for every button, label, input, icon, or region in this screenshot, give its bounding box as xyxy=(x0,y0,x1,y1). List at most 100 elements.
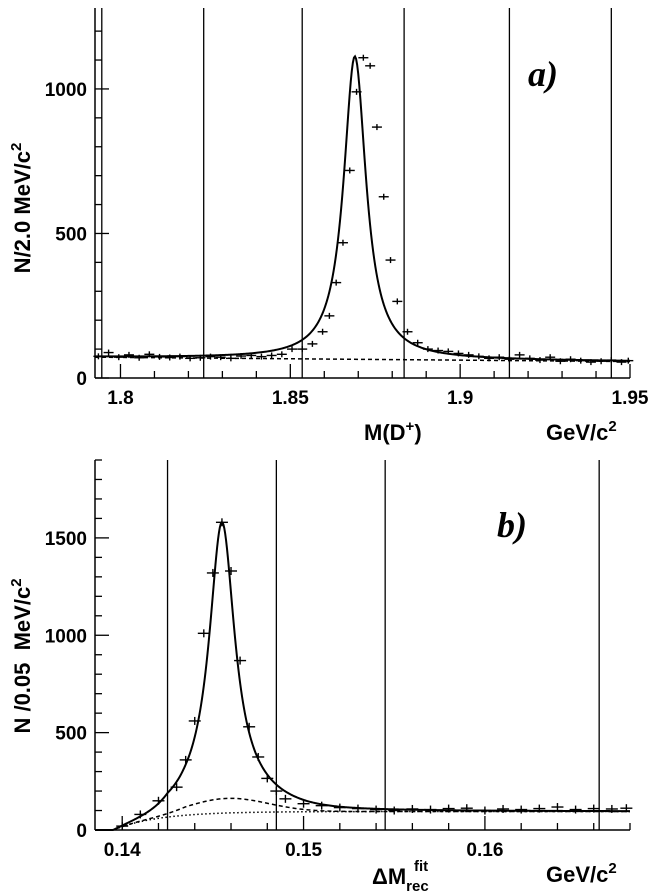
panel-a-data-point-39 xyxy=(453,350,464,357)
panel-b-data-point-31 xyxy=(569,805,582,814)
panel-a-data-point-12 xyxy=(215,354,226,361)
panel-a-data-point-2 xyxy=(113,354,124,361)
panel-a-data-point-30 xyxy=(371,124,382,131)
panel-b-data-point-21 xyxy=(388,806,401,815)
panel-a-data-point-52 xyxy=(585,359,596,366)
panel-b-x-axis-unit: GeV/c2 xyxy=(546,860,617,887)
panel-a-data-point-43 xyxy=(494,354,505,361)
panel-a-data-point-37 xyxy=(433,347,444,354)
panel-b-y-tick-label-1: 500 xyxy=(55,724,87,745)
panel-b-data-point-19 xyxy=(351,804,364,813)
panel-b-data-point-13 xyxy=(261,774,274,783)
panel-b-x-tick-label-0: 0.14 xyxy=(104,840,141,861)
panel-a-data-point-45 xyxy=(514,351,525,358)
panel-b-data-point-29 xyxy=(533,804,546,813)
panel-a-data-point-15 xyxy=(246,352,257,359)
panel-a-data-point-56 xyxy=(623,357,634,364)
panel-b-data-point-16 xyxy=(297,799,310,808)
panel-b-y-axis-title-sup: 2 xyxy=(8,578,25,586)
panel-b-data-point-1 xyxy=(134,810,147,819)
panel-a-data-point-47 xyxy=(534,357,545,364)
panel-b-x-axis-unit-sup: 2 xyxy=(608,860,616,877)
panel-a-data-point-35 xyxy=(412,339,423,346)
panel-b-x-axis-title-sup: fit xyxy=(414,858,428,875)
panel-b-total-fit-curve xyxy=(95,521,631,831)
panel-a-data-point-41 xyxy=(473,353,484,360)
panel-a-data-point-0 xyxy=(93,353,104,360)
panel-a-y-axis-title-text: N/2.0 MeV/c xyxy=(10,151,35,273)
panel-a-data-point-6 xyxy=(154,353,165,360)
panel-b-data-point-8 xyxy=(215,518,228,527)
panel-b-data-point-6 xyxy=(197,629,210,638)
panel-a-data-point-17 xyxy=(266,352,277,359)
panel-a-data-point-10 xyxy=(195,354,206,361)
panel-a-data-point-28 xyxy=(358,54,369,61)
panel-a-y-axis-title: N/2.0 MeV/c2 xyxy=(8,143,35,274)
panel-b-data-point-2 xyxy=(152,796,165,805)
panel-a-data-point-16 xyxy=(256,353,267,360)
panel-a-y-axis-title-sup: 2 xyxy=(8,143,25,151)
panel-a-data-point-42 xyxy=(484,355,495,362)
panel-a-data-point-50 xyxy=(565,356,576,363)
panel-b-data-point-4 xyxy=(179,755,192,764)
panel-a-data-point-3 xyxy=(123,351,134,358)
panel-a-x-tick-label-0: 1.8 xyxy=(107,388,133,409)
panel-a-x-axis-unit: GeV/c2 xyxy=(546,418,617,445)
panel-a-data-point-36 xyxy=(422,346,433,353)
panel-a-chart: a) N/2.0 MeV/c2 M(D+) GeV/c2 1.8 1.85 1.9 1… xyxy=(8,8,649,445)
panel-a-data-point-19 xyxy=(287,346,298,353)
panel-b-chart: b) N /0.05 MeV/c2 ΔMrecfit GeV/c2 0.14 0.… xyxy=(8,459,633,894)
panel-a-data-point-24 xyxy=(331,279,342,286)
panel-a-data-point-7 xyxy=(164,354,175,361)
panel-a-data-point-1 xyxy=(103,349,114,356)
panel-b-data-point-28 xyxy=(515,805,528,814)
panel-b-broad-component-curve xyxy=(95,797,630,831)
panel-a-data-point-26 xyxy=(344,167,355,174)
panel-a-data-point-38 xyxy=(443,348,454,355)
panel-b-data-point-15 xyxy=(279,794,292,803)
panel-a-data-point-22 xyxy=(317,328,328,335)
panel-a-data-point-27 xyxy=(351,88,362,95)
panel-a-x-axis-unit-sup: 2 xyxy=(608,418,616,435)
panel-b-data-point-12 xyxy=(252,752,265,761)
panel-a-x-axis-title-close: ) xyxy=(414,420,421,445)
panel-a-data-point-21 xyxy=(307,340,318,347)
panel-a-data-point-54 xyxy=(606,357,617,364)
panel-a-data-point-34 xyxy=(402,328,413,335)
panel-a-total-fit-curve xyxy=(95,54,631,362)
panel-a-x-tick-label-1: 1.85 xyxy=(272,388,309,409)
panel-b-y-tick-label-3: 1500 xyxy=(45,529,87,550)
panel-b-label: b) xyxy=(497,505,527,545)
panel-b-data-point-11 xyxy=(243,722,256,731)
panel-b-x-axis-title-main: ΔM xyxy=(372,864,406,889)
panel-b-data-point-26 xyxy=(478,806,491,815)
panel-a-data-point-4 xyxy=(134,354,145,361)
panel-a-y-tick-label-0: 0 xyxy=(76,369,87,390)
panel-b-data-point-32 xyxy=(587,804,600,813)
panel-a-data-point-8 xyxy=(174,353,185,360)
panel-b-data-point-3 xyxy=(170,783,183,792)
panel-a-data-point-5 xyxy=(144,351,155,358)
svg-text:N /0.05 MeV/c2: N /0.05 MeV/c2 xyxy=(8,578,35,733)
panel-a-y-tick-label-2: 1000 xyxy=(45,80,87,101)
panel-a-y-tick-label-1: 500 xyxy=(55,224,87,245)
panel-b-data-point-10 xyxy=(234,656,247,665)
panel-b-y-axis-title-text: N /0.05 MeV/c xyxy=(10,587,35,734)
panel-a-data-point-18 xyxy=(276,351,287,358)
panel-b-data-point-25 xyxy=(460,804,473,813)
panel-a-data-point-33 xyxy=(392,298,403,305)
panel-b-data-point-22 xyxy=(406,804,419,813)
panel-a-data-point-14 xyxy=(236,353,247,360)
panel-b-x-axis-title-sub: rec xyxy=(406,878,429,894)
panel-a-x-axis-title-main: M(D xyxy=(364,420,406,445)
panel-a-data-point-9 xyxy=(185,355,196,362)
panel-b-data-point-30 xyxy=(551,803,564,812)
panel-a-data-point-55 xyxy=(616,359,627,366)
panel-b-data-point-33 xyxy=(605,804,618,813)
svg-text:N/2.0 MeV/c2: N/2.0 MeV/c2 xyxy=(8,143,35,274)
panel-a-data-point-29 xyxy=(365,62,376,69)
panel-b-x-tick-label-1: 0.15 xyxy=(285,840,322,861)
panel-b-y-axis-title: N /0.05 MeV/c2 xyxy=(8,578,35,733)
panel-a-data-point-40 xyxy=(463,351,474,358)
